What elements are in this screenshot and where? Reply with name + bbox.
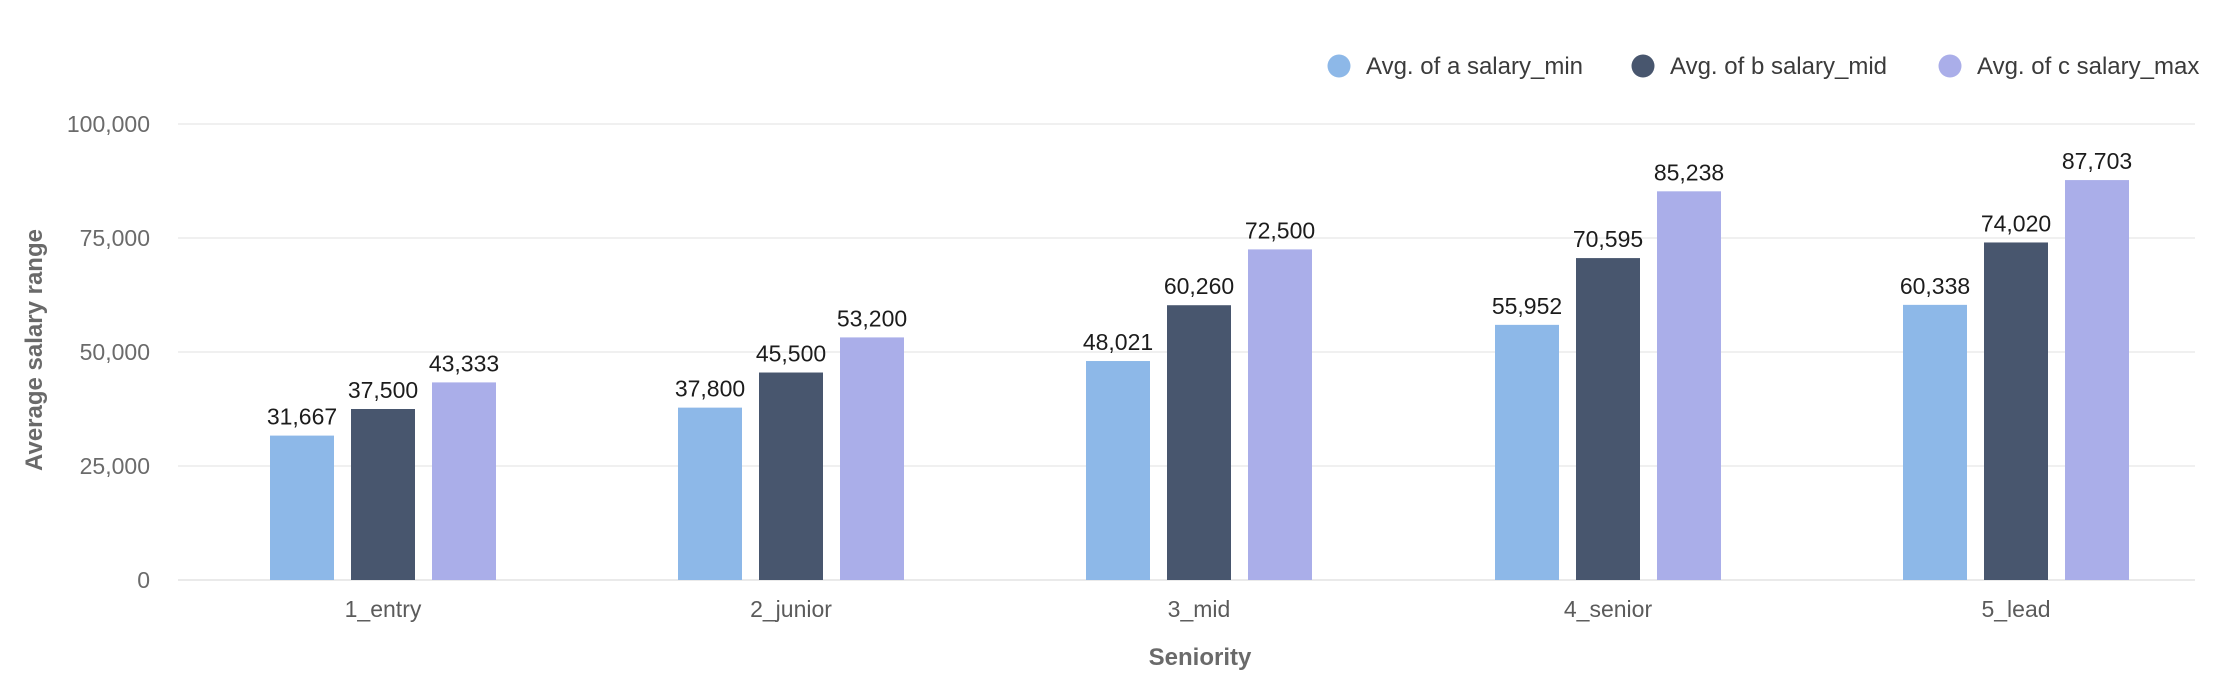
data-label: 53,200 [837,305,907,331]
bar-5_lead-series-1 [1903,304,1967,580]
data-label: 74,020 [1981,210,2051,236]
data-label: 87,703 [2062,148,2132,174]
y-tick-label: 0 [137,567,150,593]
y-tick-label: 50,000 [80,339,150,365]
data-label: 31,667 [267,404,337,430]
legend-swatch [1327,54,1351,78]
x-tick-label: 5_lead [1981,596,2050,622]
x-tick-label: 3_mid [1168,596,1231,622]
data-label: 70,595 [1573,226,1643,252]
legend-item-3: Avg. of c salary_max [1938,53,2199,80]
legend-item-2: Avg. of b salary_mid [1631,53,1887,80]
y-tick-label: 100,000 [67,111,150,137]
data-label: 37,500 [348,377,418,403]
x-tick-label: 4_senior [1564,596,1653,622]
x-tick-label: 2_junior [750,596,832,622]
bar-3_mid-series-1 [1086,361,1150,580]
x-tick-label: 1_entry [345,596,422,622]
data-label: 45,500 [756,341,826,367]
x-axis-ticks: 1_entry 2_junior 3_mid 4_senior 5_lead [345,596,2051,622]
legend-swatch [1631,54,1655,78]
data-label: 60,260 [1164,273,1234,299]
legend-label: Avg. of a salary_min [1366,53,1583,80]
data-label: 43,333 [429,350,499,376]
legend: Avg. of a salary_min Avg. of b salary_mid… [1327,53,2199,80]
y-axis-title: Average salary range [21,229,48,471]
y-tick-label: 75,000 [80,225,150,251]
bar-2_junior-series-1 [678,407,742,580]
data-label: 48,021 [1083,329,1153,355]
legend-item-1: Avg. of a salary_min [1327,53,1583,80]
x-axis-title: Seniority [1149,644,1252,671]
y-axis-ticks: 0 25,000 50,000 75,000 100,000 [67,111,150,593]
bar-5_lead-series-3 [2065,180,2129,580]
data-labels: 31,667 37,500 43,333 37,800 45,500 53,200 48,0… [267,148,2132,430]
y-tick-label: 25,000 [80,453,150,479]
data-label: 60,338 [1900,273,1970,299]
bar-2_junior-series-3 [840,337,904,580]
bar-1_entry-series-3 [432,382,496,580]
bar-5_lead-series-2 [1984,242,2048,580]
legend-swatch [1938,54,1962,78]
legend-label: Avg. of c salary_max [1977,53,2199,80]
bar-4_senior-series-3 [1657,191,1721,581]
data-label: 72,500 [1245,217,1315,243]
bar-3_mid-series-3 [1248,249,1312,580]
data-label: 55,952 [1492,293,1562,319]
bar-3_mid-series-2 [1167,305,1231,580]
bar-4_senior-series-1 [1495,324,1559,580]
bar-1_entry-series-2 [351,409,415,580]
data-label: 37,800 [675,376,745,402]
bar-2_junior-series-2 [759,372,823,580]
legend-label: Avg. of b salary_mid [1670,53,1887,80]
bars [270,180,2129,581]
bar-4_senior-series-2 [1576,258,1640,580]
bar-1_entry-series-1 [270,435,334,580]
data-label: 85,238 [1654,159,1724,185]
